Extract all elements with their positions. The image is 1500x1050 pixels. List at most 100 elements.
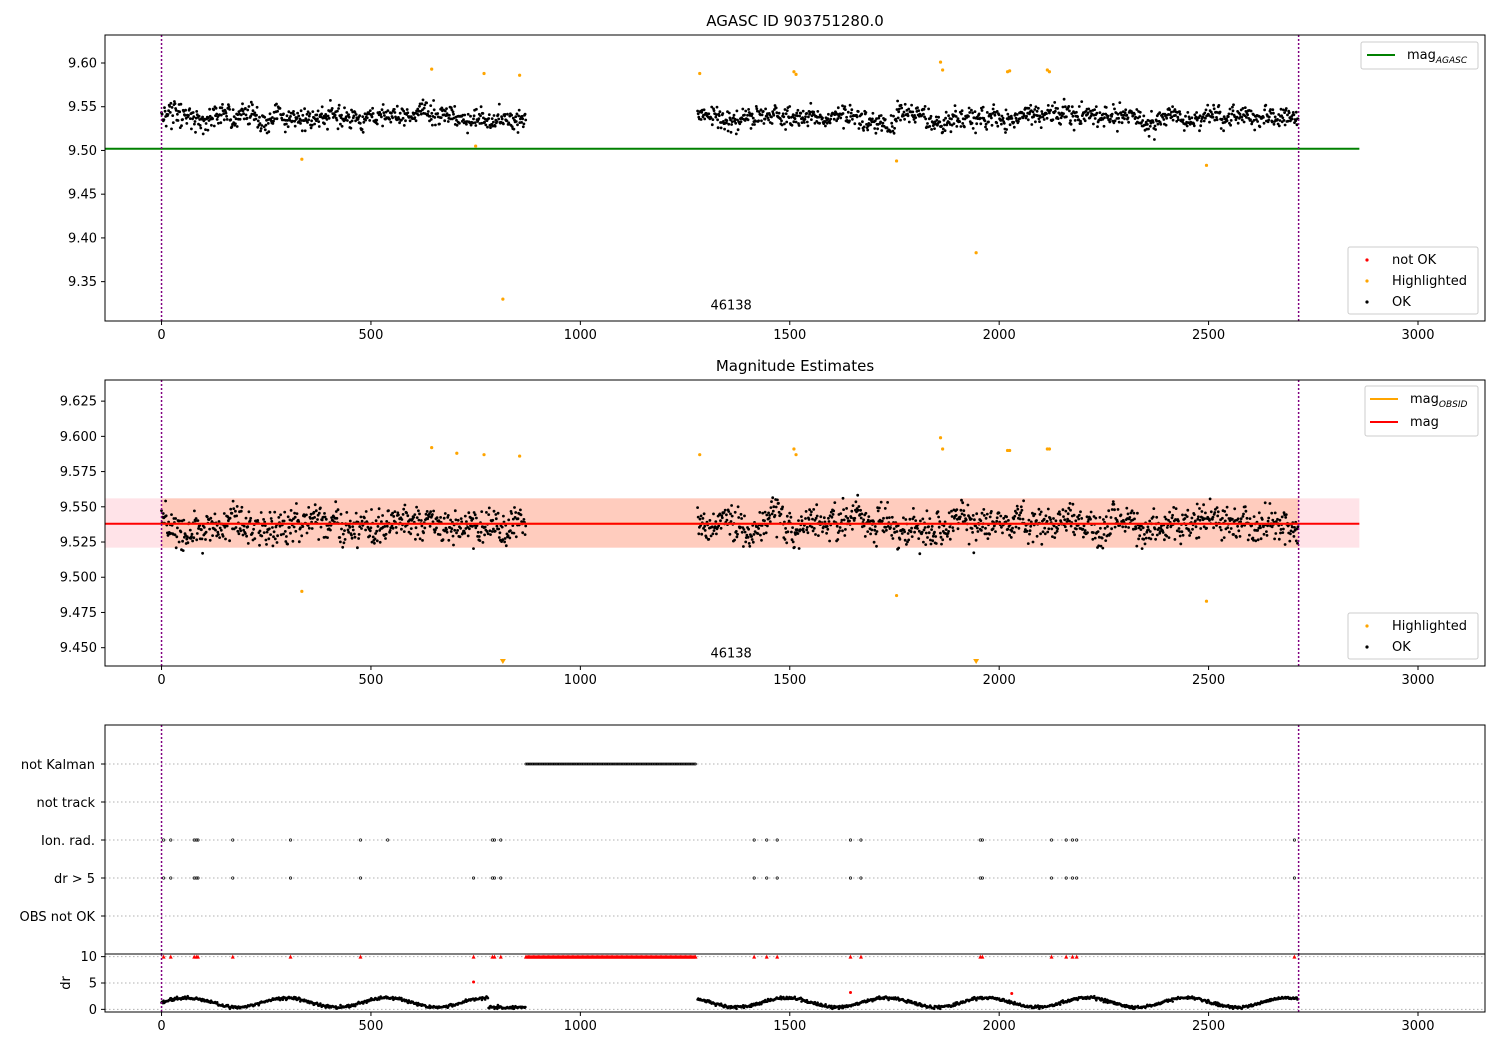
panel-magnitude-point-ok bbox=[1121, 525, 1125, 529]
panel-magnitude-point-ok bbox=[385, 524, 389, 528]
panel-magnitude-point-ok bbox=[1251, 536, 1255, 540]
panel-magnitude-point-ok bbox=[809, 513, 813, 517]
panel-agasc-point-ok bbox=[1022, 114, 1026, 118]
panel-magnitude-point-ok bbox=[487, 506, 491, 510]
panel-agasc-point-ok bbox=[487, 117, 491, 120]
panel-dr-point bbox=[496, 1003, 500, 1007]
panel-agasc-point-ok bbox=[234, 122, 237, 126]
panel-magnitude-point-ok bbox=[795, 528, 799, 532]
panel-magnitude-point-ok bbox=[1063, 525, 1067, 529]
panel-agasc-point-ok bbox=[371, 112, 375, 115]
panel-agasc-point-ok bbox=[1104, 106, 1108, 109]
panel-agasc-point-ok bbox=[913, 120, 917, 124]
panel-agasc-point-ok bbox=[792, 120, 796, 124]
panel-magnitude-point-ok bbox=[696, 515, 700, 519]
panel-agasc-xtick-label: 1500 bbox=[773, 328, 806, 343]
panel-magnitude-point-ok bbox=[263, 520, 267, 524]
panel-magnitude-point-ok bbox=[388, 529, 392, 532]
panel-agasc-point-ok bbox=[406, 111, 410, 115]
panel-agasc-point-ok bbox=[717, 114, 721, 117]
panel-magnitude-point-ok bbox=[826, 527, 830, 531]
panel-magnitude-point-ok bbox=[849, 516, 853, 519]
panel-magnitude-point-ok bbox=[862, 524, 866, 528]
panel-agasc-point-ok bbox=[1282, 108, 1285, 112]
panel-magnitude-point-ok bbox=[850, 509, 854, 513]
panel-agasc-point-ok bbox=[810, 118, 813, 121]
panel-magnitude-point-ok bbox=[504, 544, 508, 548]
panel-agasc-point-ok bbox=[801, 116, 804, 120]
panel-magnitude-point-ok bbox=[391, 511, 394, 515]
panel-magnitude-point-ok bbox=[1231, 517, 1234, 521]
panel-agasc-point-ok bbox=[323, 122, 326, 126]
panel-magnitude-point-ok bbox=[1001, 531, 1004, 535]
panel-magnitude-point-ok bbox=[1271, 518, 1275, 522]
panel-agasc-point-ok bbox=[812, 110, 816, 114]
panel-agasc-point-ok bbox=[755, 107, 759, 111]
panel-agasc-point-ok bbox=[440, 106, 444, 110]
panel-agasc-point-ok bbox=[1215, 116, 1218, 119]
panel-magnitude-point-ok bbox=[727, 510, 731, 513]
panel-agasc-point-ok bbox=[727, 111, 731, 115]
panel-magnitude-point-ok bbox=[1038, 513, 1042, 516]
panel-magnitude-ytick-label: 9.500 bbox=[60, 571, 97, 586]
panel-magnitude-point-ok bbox=[1161, 531, 1165, 534]
panel-agasc-point-ok bbox=[345, 111, 349, 114]
panel-agasc-point-ok bbox=[733, 117, 737, 121]
panel-agasc-point-ok bbox=[232, 115, 236, 118]
panel-agasc-point-ok bbox=[935, 118, 939, 122]
panel-magnitude-point-ok bbox=[946, 532, 950, 535]
panel-magnitude-point-ok bbox=[503, 537, 507, 540]
panel-magnitude-point-ok bbox=[216, 530, 220, 534]
panel-magnitude-point-ok bbox=[195, 538, 199, 542]
panel-magnitude-point-ok bbox=[1263, 501, 1267, 505]
panel-magnitude-point-ok bbox=[923, 526, 927, 529]
panel-magnitude-point-ok bbox=[164, 499, 168, 503]
panel-agasc-point-ok bbox=[1158, 111, 1162, 115]
panel-magnitude-point-ok bbox=[1266, 519, 1270, 523]
panel-agasc-point-ok bbox=[729, 118, 732, 122]
panel-magnitude-point-ok bbox=[763, 510, 767, 514]
panel-agasc-point-ok bbox=[1004, 108, 1008, 112]
panel-magnitude-point-ok bbox=[1037, 507, 1041, 511]
panel-magnitude-point-ok bbox=[1256, 529, 1259, 532]
panel-magnitude-point-ok bbox=[1195, 502, 1199, 506]
panel-magnitude-point-ok bbox=[290, 519, 294, 522]
panel-agasc-point-ok bbox=[1117, 116, 1120, 120]
panel-agasc-point-ok bbox=[262, 125, 266, 129]
panel-agasc-point-ok bbox=[1168, 113, 1172, 116]
panel-agasc-point-ok bbox=[784, 112, 788, 116]
panel-magnitude-point-ok bbox=[875, 544, 878, 548]
panel-magnitude-point-ok bbox=[1214, 508, 1217, 511]
panel-agasc-point-ok bbox=[475, 107, 478, 111]
panel-magnitude-point-ok bbox=[848, 519, 851, 523]
panel-agasc-point-ok bbox=[198, 124, 202, 127]
panel-magnitude-point-ok bbox=[288, 526, 291, 529]
panel-agasc-point-ok bbox=[1120, 121, 1124, 125]
panel-magnitude-point-ok bbox=[305, 513, 308, 517]
panel-magnitude-point-ok bbox=[262, 518, 265, 521]
panel-agasc-point-ok bbox=[933, 127, 936, 130]
panel-magnitude-point-ok bbox=[967, 542, 971, 546]
panel-agasc-point-ok bbox=[1212, 103, 1215, 107]
panel-magnitude-point-ok bbox=[1053, 536, 1057, 539]
panel-magnitude-point-ok bbox=[812, 508, 816, 511]
panel-agasc-point-ok bbox=[981, 105, 985, 109]
panel-flags-point-dr-over-5 bbox=[194, 876, 198, 880]
panel-agasc-point-ok bbox=[307, 114, 311, 118]
panel-agasc-point-ok bbox=[448, 113, 451, 117]
panel-magnitude-point-ok bbox=[1056, 527, 1059, 531]
panel-magnitude-point-ok bbox=[719, 519, 722, 523]
panel-magnitude-point-ok bbox=[1203, 517, 1207, 520]
panel-agasc-point-ok bbox=[1021, 116, 1025, 120]
panel-magnitude-point-ok bbox=[228, 516, 232, 520]
panel-agasc-point-ok bbox=[785, 120, 789, 124]
panel-flags-point-ion-rad bbox=[358, 838, 363, 842]
panel-magnitude-point-ok bbox=[1208, 519, 1211, 522]
panel-magnitude-point-ok bbox=[450, 527, 454, 531]
panel-magnitude-point-ok bbox=[360, 519, 364, 523]
panel-magnitude-point-ok bbox=[297, 520, 301, 524]
panel-magnitude-point-ok bbox=[1256, 538, 1260, 542]
panel-magnitude-point-ok bbox=[833, 501, 837, 504]
panel-agasc-point-ok bbox=[443, 109, 447, 113]
panel-agasc-point-ok bbox=[166, 113, 170, 116]
